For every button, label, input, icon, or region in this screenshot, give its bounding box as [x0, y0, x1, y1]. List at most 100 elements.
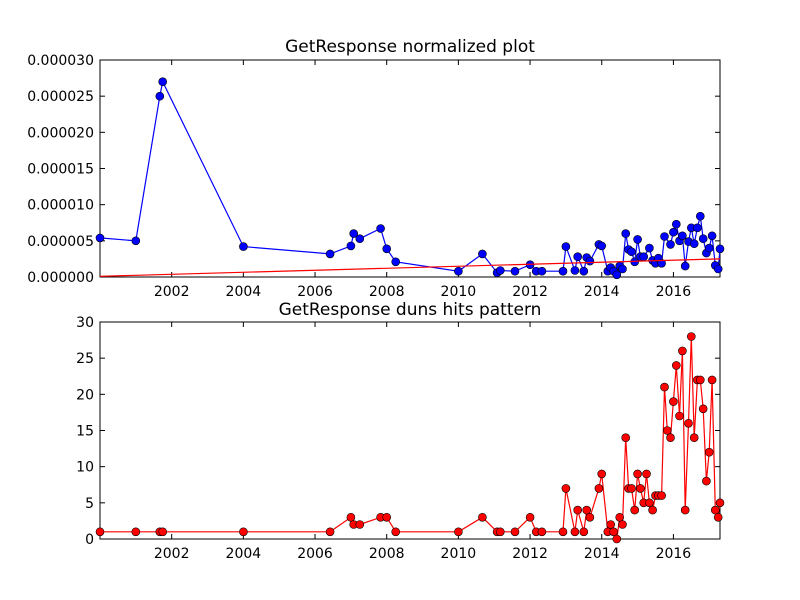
normalized-plot-data-point: [612, 270, 622, 280]
duns-hits-plot-data-point: [657, 491, 666, 500]
normalized-plot-data-point: [454, 266, 463, 276]
normalized-plot-data-point: [713, 264, 723, 274]
duns-hits-plot-data-point: [704, 447, 714, 457]
duns-hits-plot-data-point: [594, 484, 604, 493]
normalized-plot-ytick-label: 0.000005: [27, 234, 94, 250]
normalized-plot-data-point: [621, 229, 631, 238]
duns-hits-plot-data-point: [612, 534, 622, 544]
normalized-plot-data-point: [715, 244, 725, 254]
duns-hits-plot-data-point: [710, 505, 720, 515]
duns-hits-plot-data-point: [648, 505, 657, 515]
normalized-plot-data-point: [131, 236, 141, 246]
duns-hits-plot-data-point: [618, 520, 627, 529]
duns-hits-plot-data-point: [510, 527, 520, 537]
duns-hits-plot-xtick-label: 2010: [441, 546, 477, 562]
duns-hits-plot-data-point: [579, 527, 589, 537]
duns-hits-plot-data-point: [686, 332, 696, 341]
normalized-plot-data-point: [704, 243, 714, 253]
normalized-plot-data-point: [618, 264, 627, 274]
duns-hits-plot-xtick-label: 2006: [297, 546, 333, 562]
duns-hits-plot-data-point: [495, 527, 505, 537]
normalized-plot-data-point: [678, 231, 687, 241]
duns-hits-plot-data-point: [609, 527, 618, 537]
normalized-plot-data-point: [627, 247, 636, 256]
duns-hits-plot-data-point: [158, 527, 167, 537]
normalized-plot-data-point: [349, 229, 359, 238]
duns-hits-plot-xtick-label: 2016: [656, 546, 692, 562]
duns-hits-plot-data-point: [606, 520, 616, 529]
normalized-plot-data-point: [666, 240, 675, 249]
normalized-plot-xtick-label: 2008: [369, 284, 405, 300]
normalized-plot-xtick-label: 2006: [297, 284, 333, 300]
normalized-plot-ytick-label: 0.000020: [27, 125, 94, 141]
normalized-plot-data-point: [695, 211, 705, 221]
normalized-plot-ytick-label: 0.000010: [27, 198, 94, 214]
duns-hits-plot-data-point: [570, 527, 580, 537]
duns-hits-plot-data-point: [454, 527, 463, 537]
normalized-plot-xtick-label: 2016: [656, 284, 692, 300]
normalized-plot-data-point: [707, 231, 717, 241]
normalized-plot-data-point: [633, 235, 642, 244]
duns-hits-plot-ytick-label: 15: [76, 424, 94, 440]
normalized-plot-data-point: [570, 266, 580, 275]
normalized-plot-data-point: [671, 219, 681, 229]
duns-hits-plot-data-point: [525, 512, 535, 522]
duns-hits-plot-ytick-label: 0: [85, 532, 94, 548]
duns-hits-plot-ytick-label: 25: [76, 351, 94, 367]
duns-hits-plot-data-point: [695, 375, 705, 385]
duns-hits-plot-data-point: [615, 512, 625, 522]
duns-hits-plot-data-point: [355, 520, 365, 529]
duns-hits-plot-data-point: [666, 433, 675, 443]
duns-hits-plot-data-point: [636, 484, 645, 493]
duns-hits-plot-xtick-label: 2014: [584, 546, 620, 562]
normalized-plot-ticks: 2002 2004 2006 2008 2010 2012 2014 2016 0.000000…: [27, 53, 720, 300]
normalized-plot-series-line: [99, 258, 721, 277]
normalized-plot-data-point: [585, 256, 595, 266]
duns-hits-plot-data-point: [239, 527, 248, 537]
normalized-plot-ytick-label: 0.000025: [27, 89, 94, 105]
duns-hits-plot-data-point: [702, 476, 711, 486]
duns-hits-plot-xtick-label: 2008: [369, 546, 405, 562]
normalized-plot-title: GetResponse normalized plot: [285, 37, 535, 57]
duns-hits-plot-data-point: [678, 346, 687, 356]
normalized-plot-ytick-label: 0.000000: [27, 270, 94, 286]
normalized-plot-ytick-label: 0.000030: [27, 53, 94, 69]
normalized-plot-data-point: [391, 257, 401, 267]
normalized-plot-data-point: [158, 77, 167, 86]
normalized-plot-data-point: [561, 242, 571, 251]
normalized-plot-xtick-label: 2010: [441, 284, 477, 300]
normalized-plot-data-point: [579, 266, 589, 276]
normalized-plot-data-point: [537, 266, 547, 276]
duns-hits-plot-data-point: [478, 512, 487, 522]
duns-hits-plot-data-point: [325, 527, 335, 537]
duns-hits-plot-data-point: [582, 505, 592, 515]
duns-hits-plot-data-point: [662, 426, 672, 435]
duns-hits-plot-ticks: 2002 2004 2006 2008 2010 2012 2014 2016 0 5 10 15 20…: [76, 315, 720, 562]
duns-hits-plot-title: GetResponse duns hits pattern: [279, 300, 542, 320]
normalized-plot-data-point: [346, 241, 356, 251]
normalized-plot-ytick-label: 0.000015: [27, 162, 94, 178]
normalized-plot-xtick-label: 2002: [154, 284, 190, 300]
duns-hits-plot-data-point: [537, 527, 547, 537]
duns-hits-plot-ytick-label: 20: [76, 387, 94, 403]
normalized-plot-data-point: [698, 234, 708, 243]
duns-hits-plot-data-point: [713, 512, 723, 522]
normalized-plot-data-point: [680, 261, 690, 271]
duns-hits-plot: GetResponse duns hits pattern 2002 2004 20…: [76, 300, 725, 562]
normalized-plot-data-point: [573, 252, 583, 262]
normalized-plot-series: [95, 77, 725, 280]
duns-hits-plot-data-point: [671, 361, 681, 370]
duns-hits-plot-data-point: [630, 505, 640, 515]
duns-hits-plot-ytick-label: 5: [85, 496, 94, 512]
normalized-plot-data-point: [325, 249, 335, 259]
normalized-plot-data-point: [510, 266, 520, 276]
normalized-plot-data-point: [355, 234, 365, 243]
normalized-plot-xtick-label: 2014: [584, 284, 620, 300]
normalized-plot-data-point: [495, 266, 505, 275]
normalized-plot-data-point: [657, 258, 666, 268]
duns-hits-plot-data-point: [660, 382, 669, 392]
duns-hits-plot-data-point: [558, 527, 568, 537]
duns-hits-plot-series: [95, 332, 725, 544]
duns-hits-plot-data-point: [684, 418, 693, 428]
